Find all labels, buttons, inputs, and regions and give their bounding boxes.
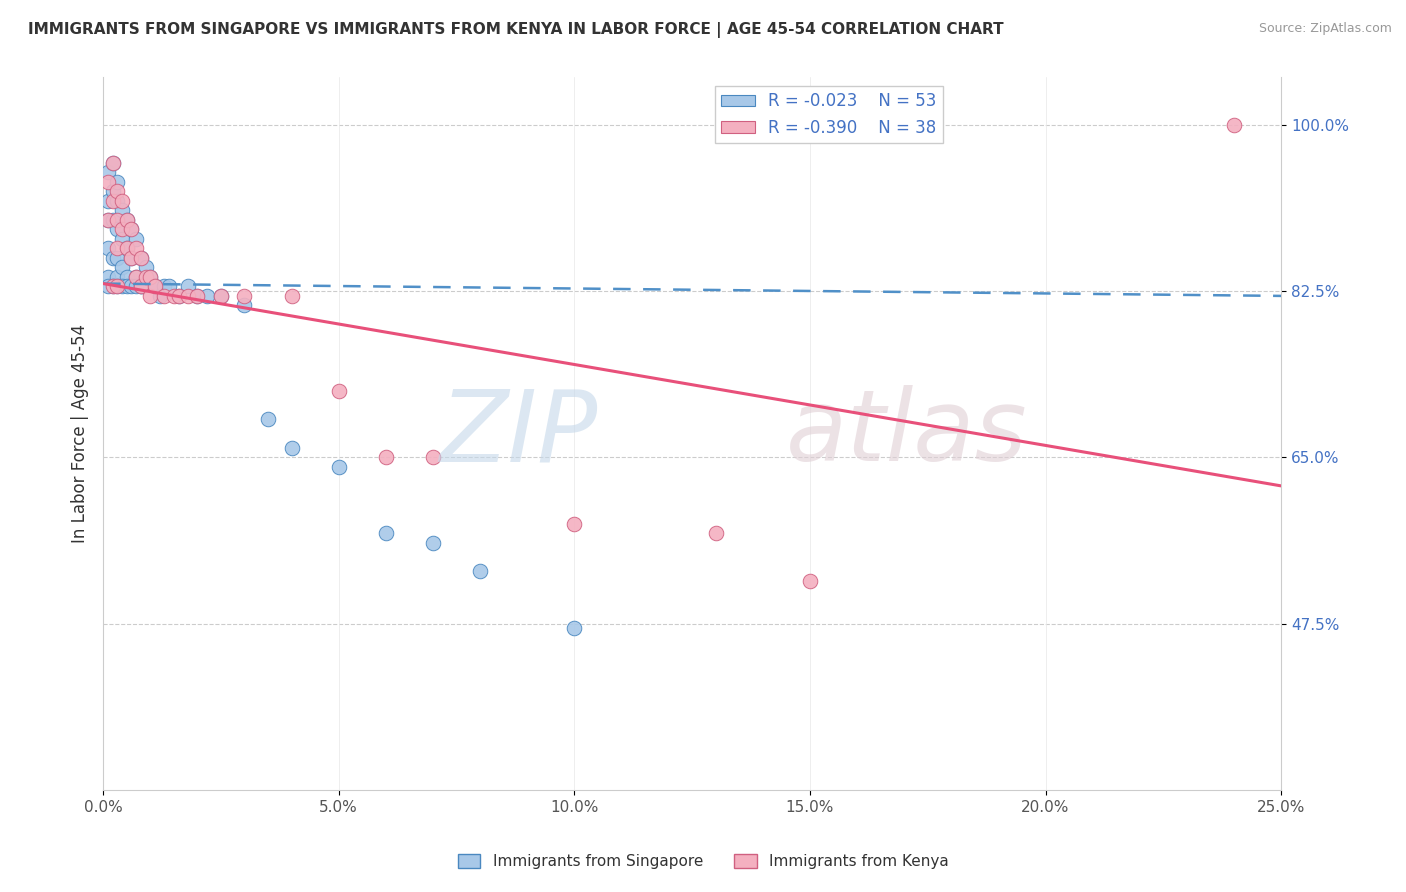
Point (105, 251, 128, 265)
Point (111, 203, 134, 218)
Text: Source: ZipAtlas.com: Source: ZipAtlas.com (1258, 22, 1392, 36)
Point (177, 289, 200, 303)
Point (120, 251, 142, 265)
Point (111, 194, 134, 208)
Point (167, 289, 190, 303)
Point (153, 279, 176, 293)
Point (105, 241, 128, 255)
Point (111, 222, 134, 236)
Point (129, 279, 152, 293)
Point (120, 279, 142, 293)
Legend: R = -0.023    N = 53, R = -0.390    N = 38: R = -0.023 N = 53, R = -0.390 N = 38 (714, 86, 943, 144)
Point (129, 279, 152, 293)
Point (115, 279, 138, 293)
Point (120, 222, 142, 236)
Point (209, 289, 232, 303)
Point (97, 194, 120, 208)
Point (97, 213, 120, 227)
Point (97, 269, 120, 284)
Point (115, 241, 138, 255)
Point (167, 289, 190, 303)
Point (115, 269, 138, 284)
Point (120, 251, 142, 265)
Point (97, 165, 120, 179)
Point (125, 232, 148, 246)
Point (209, 289, 232, 303)
Point (115, 213, 138, 227)
Point (101, 156, 124, 170)
Point (143, 279, 166, 293)
Point (422, 450, 444, 465)
Point (101, 194, 124, 208)
Point (101, 213, 124, 227)
Point (374, 450, 396, 465)
Point (233, 298, 256, 312)
Point (125, 241, 148, 255)
Point (135, 269, 157, 284)
Point (101, 251, 124, 265)
Point (101, 156, 124, 170)
Point (105, 279, 128, 293)
Point (111, 279, 134, 293)
Point (101, 279, 124, 293)
Point (233, 289, 256, 303)
Point (280, 441, 302, 455)
Text: atlas: atlas (786, 385, 1028, 483)
Point (129, 279, 152, 293)
Text: ZIP: ZIP (440, 385, 598, 483)
Point (177, 279, 200, 293)
Point (280, 289, 302, 303)
Point (139, 289, 162, 303)
Point (328, 384, 350, 398)
Point (186, 289, 208, 303)
Y-axis label: In Labor Force | Age 45-54: In Labor Force | Age 45-54 (72, 324, 89, 543)
Point (105, 279, 128, 293)
Point (1223, 118, 1246, 132)
Point (328, 459, 350, 474)
Point (195, 289, 218, 303)
Point (125, 269, 148, 284)
Point (374, 526, 396, 541)
Point (257, 412, 280, 426)
Point (97, 241, 120, 255)
Point (105, 175, 128, 189)
Point (422, 536, 444, 550)
Point (115, 213, 138, 227)
Point (562, 516, 585, 531)
Point (149, 289, 172, 303)
Point (125, 279, 148, 293)
Point (135, 260, 157, 275)
Point (97, 213, 120, 227)
Point (139, 269, 162, 284)
Point (704, 526, 727, 541)
Text: IMMIGRANTS FROM SINGAPORE VS IMMIGRANTS FROM KENYA IN LABOR FORCE | AGE 45-54 CO: IMMIGRANTS FROM SINGAPORE VS IMMIGRANTS … (28, 22, 1004, 38)
Legend: Immigrants from Singapore, Immigrants from Kenya: Immigrants from Singapore, Immigrants fr… (451, 848, 955, 875)
Point (186, 289, 208, 303)
Point (105, 222, 128, 236)
Point (101, 185, 124, 199)
Point (129, 251, 152, 265)
Point (163, 289, 186, 303)
Point (799, 574, 821, 588)
Point (120, 222, 142, 236)
Point (468, 565, 491, 579)
Point (157, 279, 180, 293)
Point (97, 175, 120, 189)
Point (129, 251, 152, 265)
Point (115, 241, 138, 255)
Point (143, 279, 166, 293)
Point (139, 269, 162, 284)
Point (111, 232, 134, 246)
Point (105, 269, 128, 284)
Point (111, 260, 134, 275)
Point (97, 279, 120, 293)
Point (105, 213, 128, 227)
Point (105, 194, 128, 208)
Point (101, 279, 124, 293)
Point (562, 621, 585, 635)
Point (153, 289, 176, 303)
Point (105, 185, 128, 199)
Point (125, 269, 148, 284)
